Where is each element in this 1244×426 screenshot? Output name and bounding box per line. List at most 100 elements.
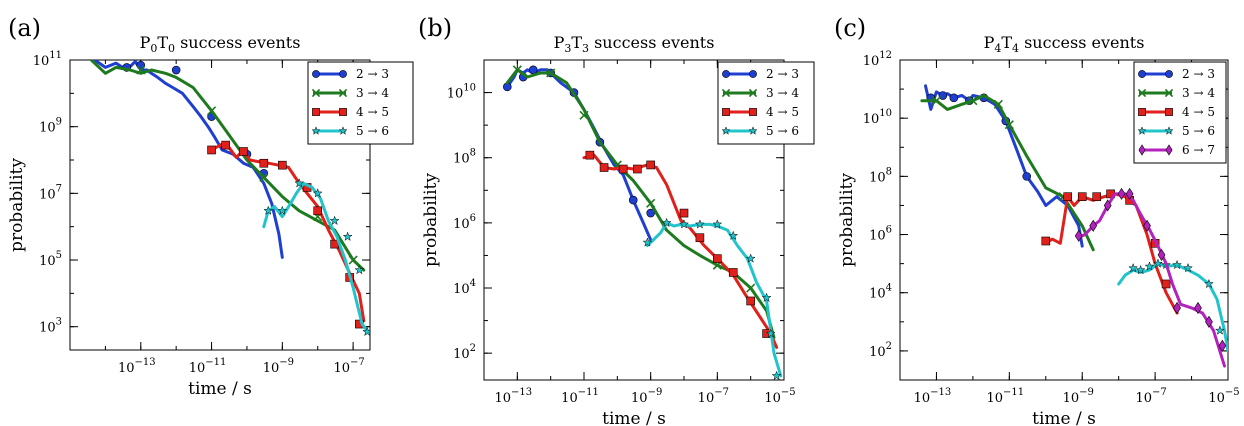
x-tick-label: 10−13	[914, 387, 952, 406]
legend-label: 2 → 3	[1182, 67, 1215, 81]
y-tick-label: 104	[453, 278, 476, 297]
data-point	[1143, 219, 1151, 232]
x-tick-label: 10−5	[764, 387, 795, 406]
data-point	[1161, 279, 1171, 289]
data-point	[206, 106, 217, 116]
data-point	[1182, 262, 1194, 273]
data-point	[1137, 88, 1147, 98]
legend-label: 4 → 5	[766, 105, 799, 119]
y-tick-label: 109	[39, 117, 62, 136]
data-point	[1063, 192, 1073, 201]
data-point	[722, 108, 730, 116]
data-point	[1173, 301, 1181, 314]
x-tick-label: 10−9	[263, 357, 294, 376]
series-line-4	[645, 221, 783, 378]
data-point	[1164, 126, 1174, 135]
x-tick-label: 10−7	[698, 387, 729, 406]
data-point	[1194, 301, 1202, 314]
data-point	[646, 160, 655, 170]
data-point	[1157, 248, 1166, 261]
y-axis-label: probability	[837, 173, 857, 267]
legend-label: 2 → 3	[356, 67, 389, 81]
data-point	[278, 160, 287, 170]
data-point	[221, 140, 230, 150]
data-point	[354, 264, 365, 275]
data-point	[1092, 192, 1102, 201]
data-point	[362, 326, 370, 337]
data-point	[1077, 192, 1087, 201]
data-point	[728, 230, 739, 241]
data-point	[765, 328, 776, 338]
y-tick-label: 102	[453, 343, 476, 362]
legend-label: 3 → 4	[356, 86, 389, 100]
y-tick-label: 104	[869, 283, 892, 302]
series-line-1	[505, 68, 653, 242]
x-tick-label: 10−9	[631, 387, 662, 406]
data-point	[1144, 261, 1155, 271]
y-tick-label: 102	[869, 341, 892, 360]
data-point	[1165, 144, 1173, 156]
data-point	[633, 164, 642, 174]
data-point	[695, 233, 705, 243]
y-tick-label: 1012	[863, 50, 892, 69]
data-point	[342, 231, 353, 242]
data-point	[931, 96, 942, 106]
data-point	[1152, 258, 1164, 268]
data-point	[1205, 315, 1213, 328]
x-tick-label: 10−9	[1063, 387, 1094, 406]
data-point	[1172, 259, 1183, 270]
plot-frame	[899, 59, 1229, 381]
data-point	[579, 110, 589, 120]
y-tick-label: 105	[39, 250, 62, 269]
series-line-3	[582, 153, 779, 349]
data-point	[259, 172, 269, 183]
legend-label: 2 → 3	[766, 67, 799, 81]
data-point	[968, 96, 978, 106]
data-point	[721, 126, 731, 135]
legend-label: 4 → 5	[356, 105, 389, 119]
data-point	[746, 296, 755, 306]
data-point	[1022, 172, 1032, 181]
y-tick-label: 103	[39, 317, 62, 336]
data-point	[949, 93, 959, 103]
x-tick-label: 10−13	[495, 387, 533, 406]
data-point	[618, 164, 628, 174]
data-point	[277, 205, 288, 216]
y-tick-label: 108	[453, 148, 476, 167]
data-point	[713, 254, 722, 263]
x-tick-label: 10−11	[189, 357, 227, 376]
data-point	[1103, 199, 1112, 212]
y-tick-label: 1010	[863, 108, 892, 127]
y-tick-label: 1010	[447, 83, 476, 102]
y-tick-label: 106	[869, 225, 892, 244]
y-tick-label: 106	[453, 213, 476, 232]
series-line-3	[1044, 192, 1179, 315]
data-point	[585, 150, 595, 160]
data-point	[338, 126, 348, 135]
data-point	[259, 158, 269, 168]
legend-label: 6 → 7	[1182, 143, 1215, 157]
x-axis-label: time / s	[602, 409, 666, 426]
series-layer	[920, 84, 1228, 368]
series-layer	[502, 65, 783, 380]
data-point	[339, 70, 347, 78]
data-point	[646, 198, 656, 208]
legend-label: 5 → 6	[1182, 124, 1215, 138]
data-point	[1164, 88, 1174, 98]
data-point	[338, 88, 348, 98]
y-axis-label: probability	[7, 158, 27, 252]
y-tick-label: 1011	[33, 50, 62, 69]
series-line-3	[210, 142, 366, 323]
series-line-4	[262, 181, 370, 336]
data-point	[1214, 325, 1225, 335]
data-point	[1117, 187, 1126, 200]
data-point	[993, 99, 1003, 109]
x-tick-label: 10−7	[1135, 387, 1166, 406]
chart-panel-2: (b) P3T3 success events 10−13 10−11 10−9 10−7…	[418, 14, 815, 426]
data-point	[749, 108, 757, 116]
data-point	[679, 208, 689, 218]
data-point	[642, 237, 653, 247]
data-point	[136, 65, 146, 75]
data-point	[1165, 70, 1173, 78]
data-point	[1218, 339, 1227, 352]
